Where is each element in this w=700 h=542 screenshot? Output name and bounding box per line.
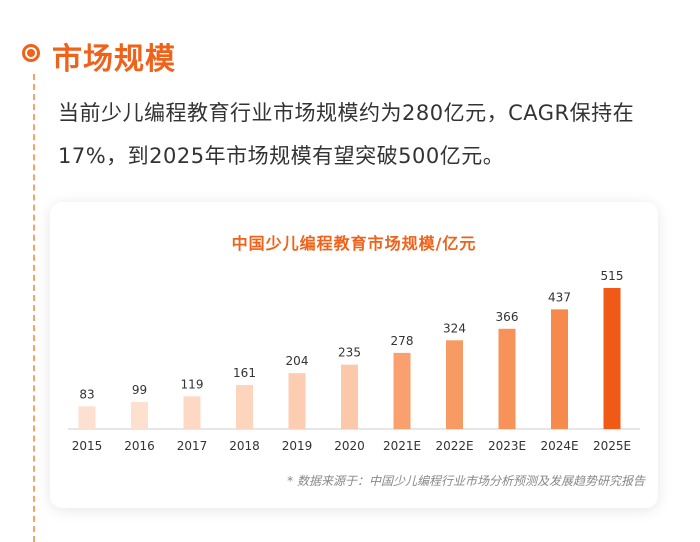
title-bullet-core <box>27 49 35 57</box>
section-title: 市场规模 <box>52 42 176 77</box>
bar-2018 <box>236 384 253 429</box>
x-tick-label-2018: 2018 <box>229 439 260 453</box>
data-label-2016: 99 <box>132 383 147 397</box>
bar-2016 <box>131 401 148 429</box>
data-source-footnote: * 数据来源于：中国少儿编程行业市场分析预测及发展趋势研究报告 <box>287 474 645 488</box>
x-tick-label-2020: 2020 <box>334 439 365 453</box>
timeline-dashed-line <box>33 74 35 542</box>
bar-2021E <box>393 352 411 429</box>
x-tick-label-2019: 2019 <box>282 439 313 453</box>
bar-2022E <box>446 340 463 429</box>
bar-2024E <box>551 309 568 429</box>
data-label-2021E: 278 <box>391 334 414 348</box>
bar-2023E <box>498 328 516 429</box>
bar-chart: 83 2015 99 2016 119 2017 161 2018 204 2019 235 2020… <box>68 269 640 453</box>
data-label-2015: 83 <box>79 387 94 401</box>
data-label-2025E: 515 <box>601 269 624 283</box>
data-label-2017: 119 <box>181 377 204 391</box>
chart-title: 中国少儿编程教育市场规模/亿元 <box>231 234 477 253</box>
bar-2020 <box>341 364 358 429</box>
bar-2017 <box>183 396 201 429</box>
bar-2025E <box>603 288 621 429</box>
x-tick-label-2022E: 2022E <box>435 439 473 453</box>
x-tick-label-2021E: 2021E <box>383 439 421 453</box>
chart-card: 中国少儿编程教育市场规模/亿元 83 2015 99 2016 119 2017 161 20… <box>50 202 658 508</box>
x-tick-label-2025E: 2025E <box>593 439 631 453</box>
x-tick-label-2024E: 2024E <box>540 439 578 453</box>
bar-2019 <box>288 373 306 429</box>
x-tick-label-2023E: 2023E <box>488 439 526 453</box>
data-label-2023E: 366 <box>496 310 519 324</box>
intro-paragraph: 当前少儿编程教育行业市场规模约为280亿元，CAGR保持在17%，到2025年市… <box>58 101 635 168</box>
data-label-2022E: 324 <box>443 321 466 335</box>
data-label-2020: 235 <box>338 346 361 360</box>
x-tick-label-2017: 2017 <box>177 439 208 453</box>
data-label-2019: 204 <box>286 354 309 368</box>
x-tick-label-2015: 2015 <box>72 439 103 453</box>
x-tick-label-2016: 2016 <box>124 439 155 453</box>
data-label-2018: 161 <box>233 366 256 380</box>
bar-2015 <box>78 406 96 429</box>
data-label-2024E: 437 <box>548 290 571 304</box>
